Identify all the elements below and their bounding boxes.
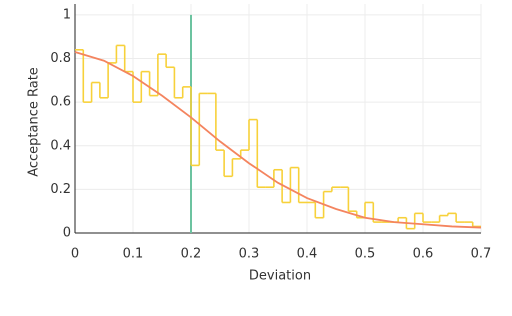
y-tick-label: 0.2	[50, 182, 71, 197]
y-axis-label: Acceptance Rate	[27, 67, 42, 177]
trend-line	[74, 51, 482, 229]
y-tick-label: 0	[63, 226, 71, 241]
x-tick-label: 0.3	[239, 247, 260, 262]
x-tick-label: 0.1	[123, 247, 144, 262]
x-tick-label: 0.7	[471, 247, 492, 262]
x-tick-label: 0.4	[297, 247, 318, 262]
x-tick-label: 0	[71, 247, 79, 262]
y-tick-label: 1	[63, 7, 71, 22]
x-tick-label: 0.5	[355, 247, 376, 262]
y-tick-label: 0.6	[50, 95, 71, 110]
y-tick-label: 0.4	[50, 138, 71, 153]
y-tick-label: 0.8	[50, 51, 71, 66]
x-tick-label: 0.2	[181, 247, 202, 262]
x-tick-label: 0.6	[413, 247, 434, 262]
x-axis-label: Deviation	[249, 269, 311, 284]
